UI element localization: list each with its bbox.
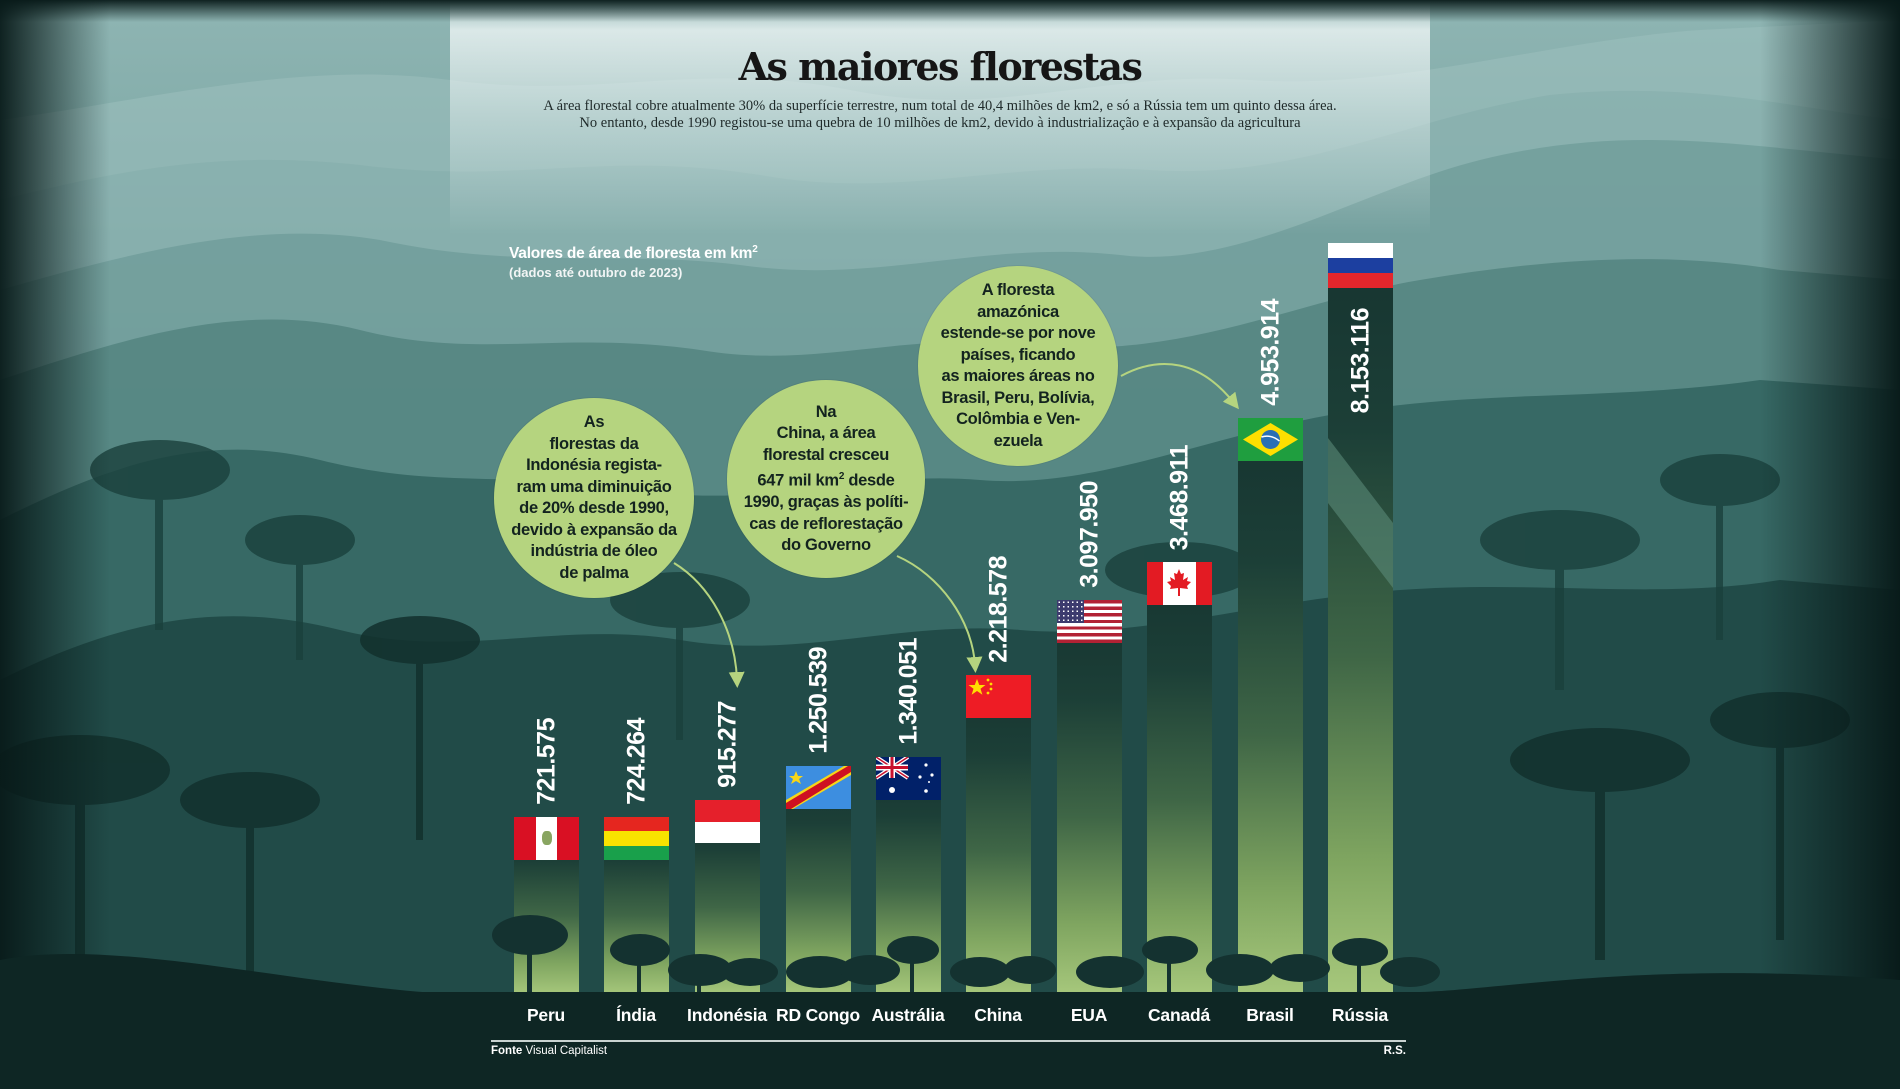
legend-units-text: Valores de área de floresta em km — [509, 245, 753, 263]
country-label-canada: Canadá — [1147, 1005, 1210, 1025]
bar-fill — [1238, 418, 1303, 995]
footer-divider — [491, 1040, 1406, 1042]
flag-usa-icon — [1057, 600, 1122, 643]
bar-value-australia: 1.340.051 — [894, 638, 922, 745]
legend-units-superscript: 2 — [752, 244, 758, 255]
source-value: Visual Capitalist — [525, 1045, 608, 1057]
country-label-eua: EUA — [1070, 1005, 1108, 1025]
bar-russia: 8.153.116 — [1328, 243, 1393, 995]
annotation-bubble-amazon: A floresta amazónica estende-se por nove… — [918, 266, 1118, 466]
legend-units: Valores de área de floresta em km2 — [509, 244, 758, 263]
bar-fill — [1057, 600, 1122, 995]
bar-value-canada: 3.468.911 — [1165, 444, 1193, 550]
flag-indonesia-icon — [695, 800, 760, 843]
bar-value-rd-congo: 1.250.539 — [804, 647, 832, 754]
bar-fill — [1147, 562, 1212, 995]
bar-value-india: 724.264 — [622, 718, 650, 805]
annotation-bubble-china: Na China, a área florestal cresceu 647 m… — [727, 380, 925, 578]
annotation-text-china-part2: desde 1990, graças às políti- cas de ref… — [743, 471, 909, 555]
chart-legend: Valores de área de floresta em km2 (dado… — [509, 244, 758, 280]
annotation-text-amazon: A floresta amazónica estende-se por nove… — [940, 281, 1096, 450]
country-label-peru: Peru — [526, 1005, 566, 1025]
source-label: Fonte — [491, 1045, 523, 1057]
annotation-text-china-sup: 2 — [838, 471, 845, 482]
subtitle-line-1: A área florestal cobre atualmente 30% da… — [543, 98, 1337, 114]
country-label-china: China — [974, 1005, 1022, 1025]
flag-china-icon — [966, 675, 1031, 718]
bar-peru: 721.575 — [514, 718, 579, 995]
bar-value-china: 2.218.578 — [984, 556, 1012, 663]
bar-value-indonesia: 915.277 — [713, 701, 741, 788]
annotation-bubble-indonesia: As florestas da Indonésia regista- ram u… — [494, 398, 694, 598]
bar-rd-congo: 1.250.539 — [786, 647, 851, 995]
flag-dr-congo-icon — [786, 766, 851, 809]
annotation-text-china: Na China, a área florestal cresceu 647 m… — [744, 402, 909, 557]
country-label-indonesia: Indonésia — [687, 1005, 767, 1025]
axis-break-icon — [1328, 438, 1393, 588]
country-label-russia: Rússia — [1331, 1005, 1389, 1025]
source-note: Fonte Visual Capitalist — [491, 1045, 607, 1057]
page-title: As maiores florestas — [738, 44, 1143, 89]
bar-fill — [966, 675, 1031, 995]
flag-canada-icon — [1147, 562, 1212, 605]
country-label-india: Índia — [616, 1005, 656, 1025]
bar-india: 724.264 — [604, 718, 669, 995]
legend-date: (dados até outubro de 2023) — [509, 265, 683, 281]
flag-peru-icon — [514, 817, 579, 860]
subtitle-line-2: No entanto, desde 1990 registou-se uma q… — [579, 115, 1301, 131]
page-subtitle: A área florestal cobre atualmente 30% da… — [450, 98, 1430, 132]
bar-value-russia: 8.153.116 — [1346, 308, 1374, 414]
bar-indonesia: 915.277 — [695, 701, 760, 995]
bar-value-brasil: 4.953.914 — [1256, 299, 1284, 406]
annotation-text-indonesia: As florestas da Indonésia regista- ram u… — [511, 413, 677, 582]
flag-bolivia-icon — [604, 817, 669, 860]
country-label-brasil: Brasil — [1246, 1005, 1294, 1025]
bar-australia: 1.340.051 — [876, 638, 941, 995]
bar-eua: 3.097.950 — [1057, 481, 1122, 995]
country-label-australia: Austrália — [871, 1005, 945, 1025]
bar-fill — [1328, 243, 1393, 995]
bar-value-peru: 721.575 — [532, 718, 560, 805]
flag-russia-icon — [1328, 243, 1393, 288]
bar-brasil: 4.953.914 — [1238, 299, 1303, 995]
annotation-text-china-part1: Na China, a área florestal cresceu 647 m… — [757, 402, 890, 490]
flag-australia-icon — [876, 757, 941, 800]
flag-brazil-icon — [1238, 418, 1303, 461]
country-label-rd-congo: RD Congo — [776, 1005, 860, 1025]
bar-value-eua: 3.097.950 — [1075, 481, 1103, 588]
bar-china: 2.218.578 — [966, 556, 1031, 995]
author-credit: R.S. — [1383, 1045, 1406, 1057]
bar-canada: 3.468.911 — [1147, 445, 1212, 995]
